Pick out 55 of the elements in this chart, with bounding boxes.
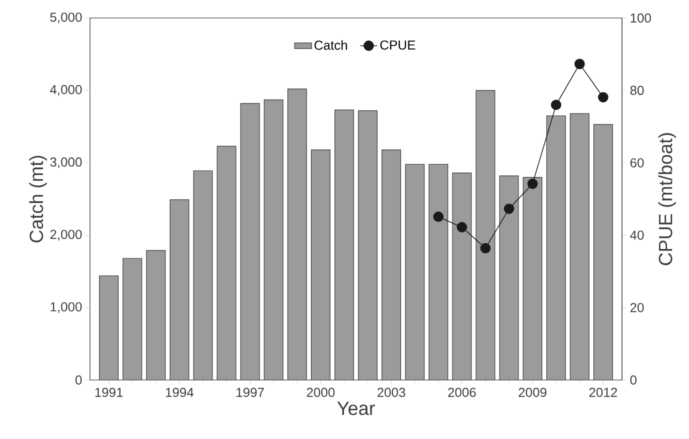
y-tick-label: 0 — [76, 375, 82, 385]
x-tick-label: 2012 — [589, 388, 617, 397]
y-tick-label: 5,000 — [50, 12, 82, 24]
bar — [240, 103, 260, 380]
point — [574, 58, 585, 70]
bar — [428, 164, 448, 380]
point — [433, 212, 444, 222]
y-tick-label: 1,000 — [50, 302, 82, 313]
legend-label: Catch — [314, 40, 347, 50]
x-axis-title: Year — [337, 402, 375, 416]
bar — [570, 114, 590, 380]
x-tick-label: 2006 — [448, 388, 476, 397]
x-tick-label: 1997 — [236, 388, 264, 397]
y-axis-title: Catch (mt) — [29, 156, 47, 242]
bar — [170, 200, 189, 380]
bar — [99, 276, 118, 380]
bar — [405, 164, 424, 380]
bar — [452, 172, 472, 380]
bar — [264, 100, 284, 380]
x-tick-label: 1991 — [95, 388, 123, 397]
y2-tick-label: 80 — [630, 86, 644, 95]
x-tick-label: 2009 — [518, 388, 546, 397]
bar — [334, 110, 354, 380]
y-tick-label: 4,000 — [50, 85, 82, 96]
bar — [146, 250, 166, 380]
bar — [546, 116, 566, 380]
bar — [194, 170, 212, 380]
point — [550, 100, 562, 110]
bar — [217, 146, 236, 380]
y2-tick-label: 0 — [630, 375, 636, 385]
y2-axis-title: CPUE (mt/boat) — [658, 133, 676, 266]
bar — [288, 88, 307, 380]
y2-tick-label: 100 — [630, 13, 651, 23]
point — [598, 92, 608, 102]
y-tick-label: 3,000 — [50, 157, 82, 168]
y2-tick-label: 40 — [630, 230, 644, 240]
bar — [358, 110, 378, 380]
point — [480, 243, 491, 254]
y2-tick-label: 60 — [630, 158, 644, 168]
point — [504, 204, 514, 214]
bar — [523, 177, 542, 380]
legend-label: CPUE — [380, 40, 416, 50]
x-tick-label: 1994 — [166, 388, 194, 397]
bar — [311, 150, 330, 380]
x-tick-label: 2003 — [378, 388, 406, 397]
y-tick-label: 2,000 — [50, 230, 82, 241]
bar — [122, 258, 142, 380]
x-tick-label: 2000 — [306, 388, 335, 397]
bar — [500, 176, 518, 380]
point — [456, 222, 468, 232]
bar — [382, 150, 401, 380]
y2-tick-label: 20 — [630, 302, 644, 312]
bar — [593, 124, 613, 380]
bar — [476, 90, 495, 380]
point — [527, 178, 538, 189]
